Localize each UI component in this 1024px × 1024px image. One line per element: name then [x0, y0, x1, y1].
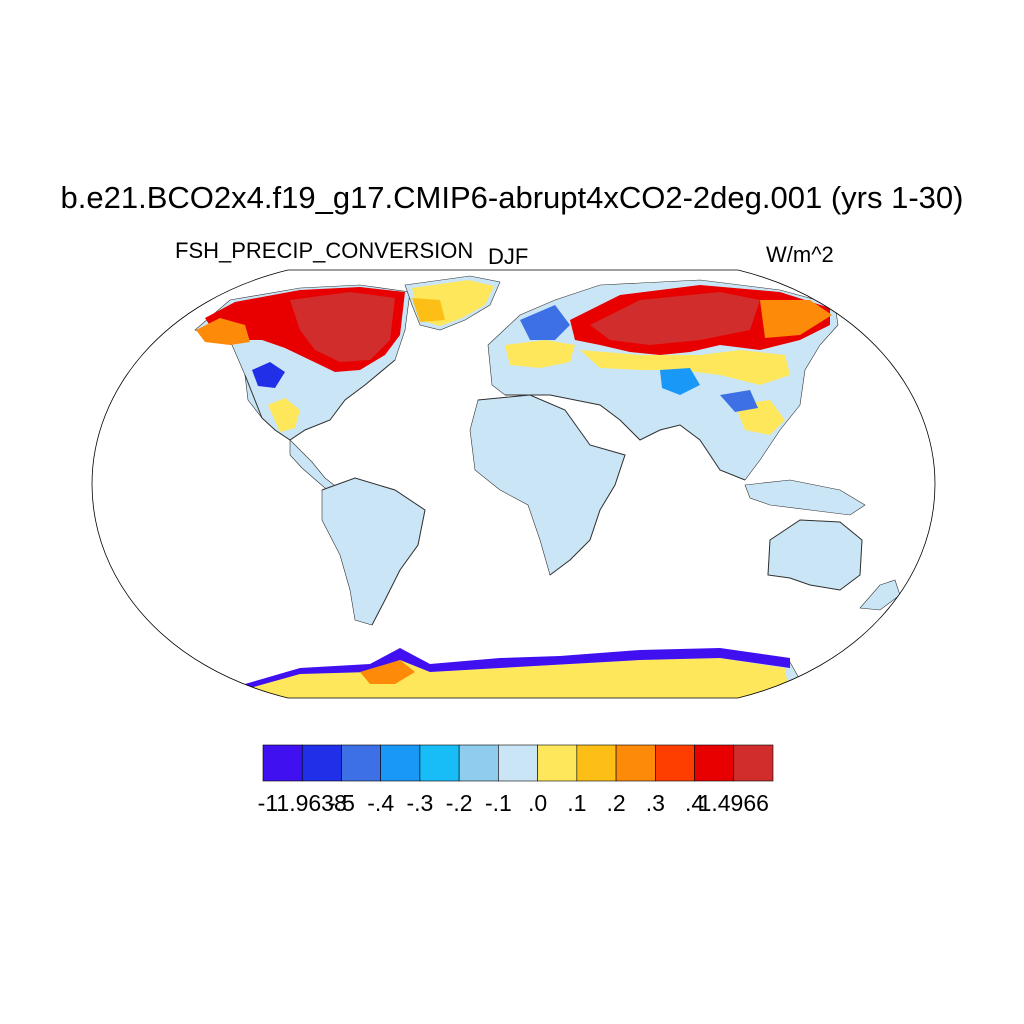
colorbar-swatch — [655, 744, 695, 782]
europe-blue-patch — [520, 305, 570, 340]
colorbar-swatch — [458, 744, 499, 782]
russia-dark-red-patch — [590, 292, 760, 345]
anomaly-patches — [196, 280, 832, 698]
us-yellow-patch — [268, 398, 300, 432]
colorbar-label: -11.9638 — [258, 790, 347, 816]
canada-dark-red-patch — [290, 292, 395, 362]
units-label: W/m^2 — [766, 242, 834, 267]
asia-blue-patch — [660, 368, 700, 395]
colorbar-swatch — [380, 744, 421, 782]
colorbar-swatch — [537, 744, 578, 782]
colorbar-swatch — [576, 744, 617, 782]
colorbar-label: .4 — [685, 790, 704, 816]
coastline-australia — [767, 519, 863, 591]
colorbar-label: -.2 — [446, 790, 473, 816]
season-label: DJF — [488, 244, 529, 269]
map-boundary — [91, 269, 936, 699]
greenland-orange-patch — [412, 298, 445, 322]
new-zealand-land — [859, 579, 901, 611]
china-blue-patch — [720, 390, 758, 412]
coastline-south-america — [321, 477, 426, 626]
antarctica-orange-patch — [360, 660, 415, 684]
colorbar-swatch — [341, 744, 381, 782]
colorbar-label: .0 — [528, 790, 547, 816]
maritime-asia-land — [744, 479, 866, 516]
colorbar-label: -.4 — [367, 790, 394, 816]
europe-yellow-patch — [505, 340, 575, 368]
colorbar-swatch — [694, 744, 735, 782]
colorbar-swatch — [498, 744, 538, 782]
colorbar-swatch — [262, 744, 303, 782]
colorbar-swatch — [733, 744, 774, 782]
siberia-orange-patch — [760, 300, 832, 338]
coastlines — [244, 359, 863, 626]
colorbar-swatch — [301, 744, 342, 782]
coastline-eurasia — [505, 394, 746, 481]
map-field — [92, 270, 935, 698]
colorbar: -11.9638-.5 -.4 -.3 -.2 -.1 .0 .1 .2 .3 .41.4966 — [258, 744, 774, 816]
colorbar-label: .2 — [606, 790, 625, 816]
colorbar-label: -.5 — [328, 790, 355, 816]
variable-label: FSH_PRECIP_CONVERSION — [175, 238, 474, 263]
colorbar-label: -.1 — [485, 790, 512, 816]
colorbar-swatch — [615, 744, 656, 782]
coastline-africa — [477, 394, 626, 576]
colorbar-swatch — [419, 744, 460, 782]
central-asia-yellow-patch — [580, 350, 790, 385]
colorbar-label: -.3 — [407, 790, 434, 816]
alaska-orange-patch — [196, 318, 250, 345]
coastline-north-america — [244, 359, 396, 441]
antarctica-blue-edge — [245, 648, 790, 688]
colorbar-label: .3 — [646, 790, 665, 816]
colorbar-label: 1.4966 — [699, 790, 769, 816]
us-blue-patch — [252, 362, 285, 388]
plot-title: b.e21.BCO2x4.f19_g17.CMIP6-abrupt4xCO2-2… — [60, 180, 964, 215]
colorbar-label: .1 — [567, 790, 586, 816]
